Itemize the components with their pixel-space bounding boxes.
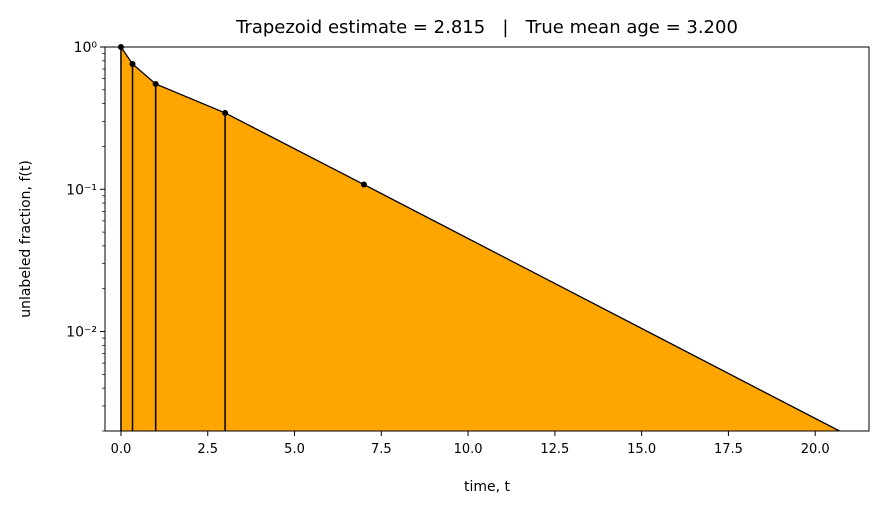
x-axis-label: time, t (464, 479, 511, 495)
x-tick-label: 0.0 (111, 442, 132, 457)
point (360, 181, 367, 188)
line (120, 47, 840, 431)
area (120, 47, 840, 431)
x-tick-label: 20.0 (801, 442, 830, 457)
x-tick-label: 10.0 (454, 442, 483, 457)
x-tick-label: 2.5 (197, 442, 218, 457)
y-tick-label: 10⁰ (74, 40, 98, 56)
x-tick-label: 5.0 (284, 442, 305, 457)
y-axis-label: unlabeled fraction, f(t) (18, 160, 34, 318)
x-tick-label: 12.5 (540, 442, 569, 457)
chart-title: Trapezoid estimate = 2.815 | True mean a… (235, 17, 738, 38)
y-tick-label: 10⁻¹ (66, 182, 97, 198)
x-tick-label: 15.0 (627, 442, 656, 457)
x-tick-label: 7.5 (371, 442, 392, 457)
y-tick-label: 10⁻² (66, 325, 97, 341)
point (129, 60, 136, 67)
point (222, 109, 229, 116)
point (152, 80, 159, 87)
x-tick-label: 17.5 (714, 442, 743, 457)
plot-frame (104, 46, 870, 432)
